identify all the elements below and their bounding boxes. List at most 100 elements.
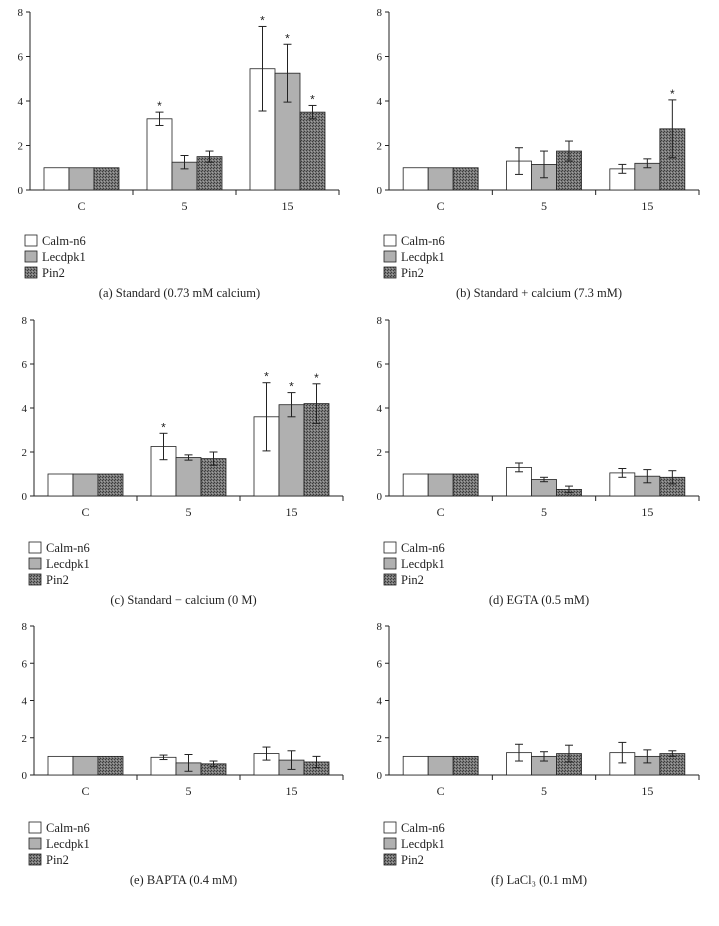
chart-panel-2: 0 2 4 6 8 C 5 * 15 Calm-n6 Lecdpk1 Pin2 (b) Standard… <box>377 7 700 300</box>
significance-star: * <box>670 87 675 101</box>
panel-caption: (f) LaCl₃ (0.1 mM) <box>491 873 587 887</box>
y-tick-label: 6 <box>377 52 383 64</box>
significance-star: * <box>260 13 265 27</box>
legend-swatch-calm-n6 <box>28 821 42 834</box>
chart-panel-1: 0 2 4 6 8 C * 5 * * * 15 Calm-n6 Lecdpk1 Pin2 (a) Stand… <box>18 7 340 300</box>
x-category-label: 15 <box>641 505 653 519</box>
bar-calm-n6 <box>47 755 74 776</box>
x-category-label: 15 <box>641 199 653 213</box>
bar-calm-n6 <box>402 167 429 191</box>
legend-label: Lecdpk1 <box>46 837 90 851</box>
legend-swatch-calm-n6 <box>28 541 42 554</box>
legend-label: Calm-n6 <box>46 541 90 555</box>
legend: Calm-n6 Lecdpk1 Pin2 <box>24 234 86 280</box>
y-tick-label: 0 <box>377 185 383 197</box>
y-tick-label: 4 <box>18 96 24 108</box>
x-category-label: 5 <box>541 784 547 798</box>
y-tick-label: 4 <box>22 696 28 708</box>
bar-pin2 <box>97 473 124 497</box>
y-tick-label: 6 <box>22 359 28 371</box>
chart-panel-4: 0 2 4 6 8 C 5 15 Calm-n6 Lecdpk1 Pin2 (d) EGTA (0.5… <box>377 315 700 607</box>
panel-caption: (c) Standard − calcium (0 M) <box>110 593 256 607</box>
bar-pin2 <box>97 755 124 776</box>
legend-label: Pin2 <box>401 853 424 867</box>
legend-label: Lecdpk1 <box>401 557 445 571</box>
y-tick-label: 8 <box>377 621 383 633</box>
legend-label: Lecdpk1 <box>46 557 90 571</box>
y-tick-label: 8 <box>377 7 383 19</box>
legend: Calm-n6 Lecdpk1 Pin2 <box>383 541 445 587</box>
legend-label: Pin2 <box>46 573 69 587</box>
y-tick-label: 6 <box>377 658 383 670</box>
legend: Calm-n6 Lecdpk1 Pin2 <box>383 234 445 280</box>
y-tick-label: 8 <box>22 621 28 633</box>
panel-caption: (b) Standard + calcium (7.3 mM) <box>456 286 622 300</box>
y-tick-label: 2 <box>22 733 28 745</box>
x-category-label: C <box>437 199 445 213</box>
legend-swatch-lecdpk1 <box>28 557 42 570</box>
x-category-label: 15 <box>282 199 294 213</box>
bar-calm-n6 <box>402 755 429 776</box>
y-tick-label: 2 <box>377 447 383 459</box>
y-tick-label: 0 <box>377 770 383 782</box>
significance-star: * <box>310 92 315 106</box>
y-tick-label: 0 <box>22 770 28 782</box>
chart-panel-5: 0 2 4 6 8 C 5 15 Calm-n6 Lecdpk1 Pin2 (e) BAPTA (0.… <box>22 621 344 887</box>
y-tick-label: 4 <box>377 696 383 708</box>
significance-star: * <box>161 420 166 434</box>
legend-label: Calm-n6 <box>401 821 445 835</box>
legend-swatch-pin2 <box>383 266 397 279</box>
y-tick-label: 4 <box>377 403 383 415</box>
legend-swatch-calm-n6 <box>24 234 38 247</box>
bar-calm-n6 <box>146 118 173 191</box>
significance-star: * <box>157 99 162 113</box>
bar-lecdpk1 <box>68 167 95 191</box>
chart-panel-6: 0 2 4 6 8 C 5 15 Calm-n6 Lecdpk1 Pin2 (f) LaCl₃ (0.… <box>377 621 700 887</box>
legend-swatch-lecdpk1 <box>28 837 42 850</box>
legend-swatch-lecdpk1 <box>383 557 397 570</box>
y-tick-label: 8 <box>18 7 24 19</box>
y-tick-label: 0 <box>22 491 28 503</box>
legend-label: Calm-n6 <box>42 234 86 248</box>
bar-lecdpk1 <box>72 755 99 776</box>
bar-pin2 <box>452 167 479 191</box>
legend-label: Lecdpk1 <box>401 250 445 264</box>
legend-swatch-calm-n6 <box>383 234 397 247</box>
significance-star: * <box>314 371 319 385</box>
legend: Calm-n6 Lecdpk1 Pin2 <box>28 541 90 587</box>
y-tick-label: 6 <box>22 658 28 670</box>
significance-star: * <box>289 380 294 394</box>
y-tick-label: 2 <box>18 141 24 153</box>
y-tick-label: 2 <box>377 733 383 745</box>
bar-calm-n6 <box>43 167 70 191</box>
bar-lecdpk1 <box>278 404 305 497</box>
legend: Calm-n6 Lecdpk1 Pin2 <box>383 821 445 867</box>
legend-swatch-lecdpk1 <box>24 250 38 263</box>
x-category-label: C <box>81 505 89 519</box>
legend-label: Calm-n6 <box>401 541 445 555</box>
y-tick-label: 2 <box>22 447 28 459</box>
bar-pin2 <box>93 167 120 191</box>
legend-swatch-lecdpk1 <box>383 837 397 850</box>
legend-label: Calm-n6 <box>401 234 445 248</box>
x-category-label: 5 <box>182 199 188 213</box>
legend-label: Calm-n6 <box>46 821 90 835</box>
significance-star: * <box>264 370 269 384</box>
bar-lecdpk1 <box>72 473 99 497</box>
chart-panel-3: 0 2 4 6 8 C * 5 * * * 15 Calm-n6 Lecdpk1 Pin2 (c) Stand… <box>22 315 344 607</box>
legend-label: Pin2 <box>401 266 424 280</box>
legend-swatch-calm-n6 <box>383 541 397 554</box>
bar-pin2 <box>452 755 479 776</box>
legend-swatch-pin2 <box>383 573 397 586</box>
x-category-label: C <box>437 505 445 519</box>
legend: Calm-n6 Lecdpk1 Pin2 <box>28 821 90 867</box>
legend-swatch-calm-n6 <box>383 821 397 834</box>
x-category-label: C <box>77 199 85 213</box>
bar-lecdpk1 <box>427 755 454 776</box>
bar-lecdpk1 <box>427 473 454 497</box>
x-category-label: 15 <box>286 784 298 798</box>
y-tick-label: 4 <box>377 96 383 108</box>
x-category-label: 15 <box>286 505 298 519</box>
y-tick-label: 6 <box>377 359 383 371</box>
legend-label: Pin2 <box>46 853 69 867</box>
